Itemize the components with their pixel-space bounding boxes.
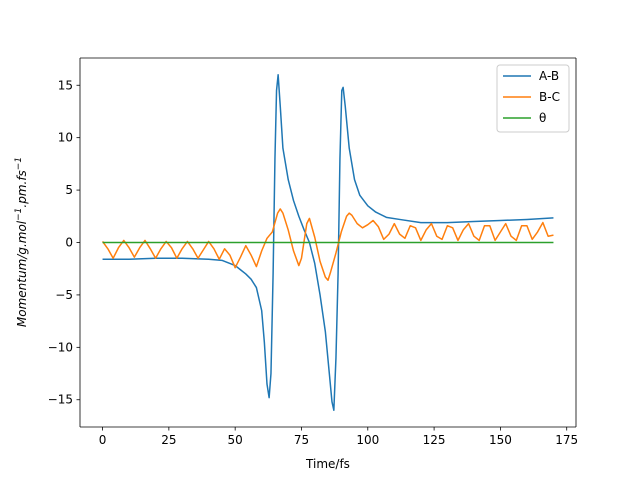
series-line-a-b [102, 74, 554, 411]
y-axis-label-main: Momentum/g.mol [15, 220, 29, 327]
y-axis-ticks: −15 −10 −5 0 5 10 15 [48, 78, 80, 407]
y-axis-label-main2: .pm.fs [15, 170, 29, 207]
legend-label-b-c: B-C [539, 90, 560, 104]
x-tick-label: 0 [99, 433, 107, 447]
y-axis-label-sup: −1 [14, 208, 24, 221]
y-tick-label: −15 [48, 393, 73, 407]
y-axis-label: Momentum/g.mol−1.pm.fs−1 [14, 157, 29, 327]
y-tick-label: 15 [58, 78, 73, 92]
x-tick-label: 25 [161, 433, 176, 447]
x-tick-label: 175 [555, 433, 578, 447]
y-axis-label-sup2: −1 [14, 157, 24, 170]
x-tick-label: 125 [423, 433, 446, 447]
y-tick-label: −10 [48, 340, 73, 354]
legend: A-B B-C θ [496, 64, 570, 133]
legend-label-a-b: A-B [539, 69, 559, 83]
y-tick-label: −5 [55, 288, 73, 302]
y-tick-label: 10 [58, 131, 73, 145]
x-tick-label: 75 [294, 433, 309, 447]
legend-label-theta: θ [539, 111, 546, 125]
y-tick-label: 5 [65, 183, 73, 197]
legend-box [496, 64, 570, 133]
x-tick-label: 50 [228, 433, 243, 447]
x-tick-label: 100 [356, 433, 379, 447]
y-tick-label: 0 [65, 236, 73, 250]
series-line-b-c [101, 208, 554, 281]
x-axis-ticks: 0 25 50 75 100 125 150 175 [99, 427, 578, 447]
x-axis-label: Time/fs [305, 457, 350, 471]
x-tick-label: 150 [489, 433, 512, 447]
